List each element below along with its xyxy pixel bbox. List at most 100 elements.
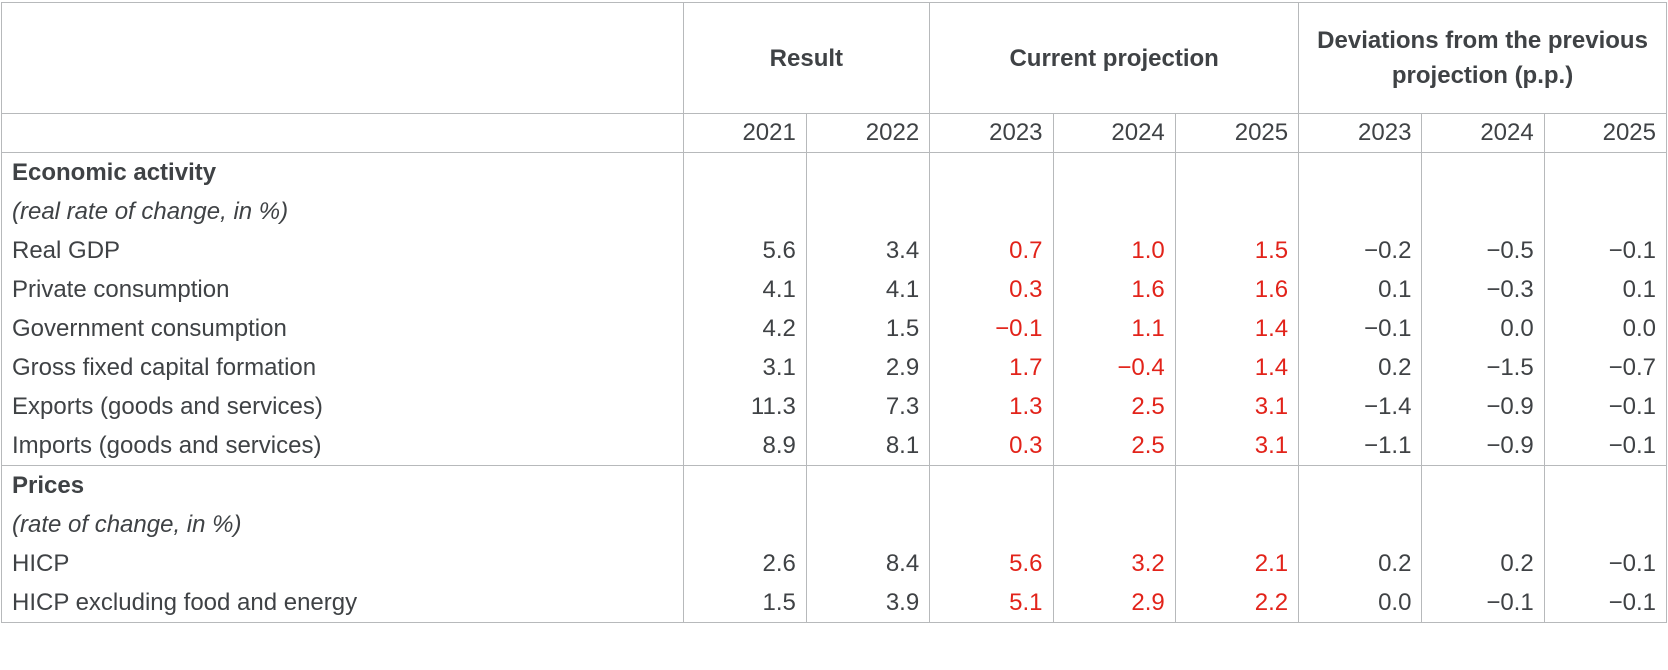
row-label: Imports (goods and services) [1,426,684,466]
empty-cell [1543,465,1668,505]
table-body: Economic activity (real rate of change, i… [1,152,1668,623]
value-cell: 0.2 [1298,348,1423,387]
empty-cell [1052,465,1176,505]
value-cell: −0.5 [1421,231,1545,270]
section-subtitle: (real rate of change, in %) [1,192,684,231]
empty-cell [1421,465,1545,505]
value-cell: 1.4 [1174,309,1300,348]
year-header: 2022 [805,113,931,153]
table-row: HICP excluding food and energy 1.5 3.9 5.1 2… [1,583,1668,623]
empty-cell [1543,152,1668,192]
value-cell: 5.1 [929,583,1054,623]
value-cell: −1.5 [1421,348,1545,387]
value-cell: 4.1 [805,270,931,309]
value-cell: 2.1 [1174,544,1300,583]
value-cell: 8.1 [805,426,931,466]
value-cell: −0.7 [1543,348,1668,387]
value-cell: 11.3 [682,387,807,426]
empty-cell [1298,465,1423,505]
section-subtitle-row: (real rate of change, in %) [1,192,1668,231]
table-row: HICP 2.6 8.4 5.6 3.2 2.1 0.2 0.2 −0.1 [1,544,1668,583]
value-cell: 0.3 [929,426,1054,466]
table-row: Private consumption 4.1 4.1 0.3 1.6 1.6 0.1 −0.… [1,270,1668,309]
value-cell: −0.9 [1421,426,1545,466]
projection-table: Result Current projection Deviations fro… [1,2,1668,623]
value-cell: 5.6 [682,231,807,270]
value-cell: 1.6 [1052,270,1176,309]
empty-cell [1543,192,1668,231]
value-cell: 1.5 [682,583,807,623]
empty-cell [682,465,807,505]
value-cell: 3.1 [1174,426,1300,466]
value-cell: −0.3 [1421,270,1545,309]
value-cell: 8.9 [682,426,807,466]
value-cell: 1.5 [805,309,931,348]
section-subtitle-row: (rate of change, in %) [1,505,1668,544]
header-year-blank [1,113,684,153]
empty-cell [929,152,1054,192]
value-cell: 0.2 [1298,544,1423,583]
value-cell: 7.3 [805,387,931,426]
year-header: 2021 [682,113,807,153]
value-cell: 0.0 [1298,583,1423,623]
value-cell: 2.2 [1174,583,1300,623]
value-cell: 1.5 [1174,231,1300,270]
value-cell: 3.2 [1052,544,1176,583]
empty-cell [1298,192,1423,231]
empty-cell [1174,505,1300,544]
empty-cell [929,505,1054,544]
year-header: 2024 [1052,113,1176,153]
value-cell: 1.6 [1174,270,1300,309]
row-label: HICP [1,544,684,583]
header-row-years: 2021 2022 2023 2024 2025 2023 2024 2025 [1,113,1668,153]
empty-cell [1421,192,1545,231]
empty-cell [1052,192,1176,231]
row-label: Real GDP [1,231,684,270]
value-cell: 2.5 [1052,426,1176,466]
value-cell: 0.7 [929,231,1054,270]
value-cell: 5.6 [929,544,1054,583]
empty-cell [805,465,931,505]
empty-cell [805,192,931,231]
empty-cell [1052,505,1176,544]
section-title: Economic activity [1,152,684,192]
empty-cell [805,152,931,192]
empty-cell [929,192,1054,231]
value-cell: −0.1 [1543,387,1668,426]
value-cell: −0.1 [1543,544,1668,583]
value-cell: 4.2 [682,309,807,348]
empty-cell [1298,152,1423,192]
table-row: Government consumption 4.2 1.5 −0.1 1.1 1.4 −0… [1,309,1668,348]
value-cell: 0.3 [929,270,1054,309]
empty-cell [1298,505,1423,544]
empty-cell [1174,465,1300,505]
empty-cell [1174,152,1300,192]
table-row: Real GDP 5.6 3.4 0.7 1.0 1.5 −0.2 −0.5 −0.1 [1,231,1668,270]
empty-cell [682,192,807,231]
section-title-row: Prices [1,465,1668,505]
row-label: Exports (goods and services) [1,387,684,426]
value-cell: 1.1 [1052,309,1176,348]
value-cell: −0.1 [1543,231,1668,270]
header-deviations: Deviations from the previous projection … [1298,2,1667,114]
value-cell: 1.3 [929,387,1054,426]
empty-cell [929,465,1054,505]
value-cell: 2.9 [805,348,931,387]
value-cell: −0.1 [1543,583,1668,623]
empty-cell [805,505,931,544]
section-title: Prices [1,465,684,505]
empty-cell [1421,152,1545,192]
value-cell: −1.4 [1298,387,1423,426]
year-header: 2023 [929,113,1054,153]
row-label: Private consumption [1,270,684,309]
value-cell: 0.0 [1543,309,1668,348]
value-cell: −1.1 [1298,426,1423,466]
empty-cell [682,505,807,544]
value-cell: 2.6 [682,544,807,583]
value-cell: −0.1 [1543,426,1668,466]
value-cell: 3.1 [682,348,807,387]
value-cell: 1.0 [1052,231,1176,270]
value-cell: −0.9 [1421,387,1545,426]
year-header: 2025 [1174,113,1300,153]
table-row: Imports (goods and services) 8.9 8.1 0.3 2.5… [1,426,1668,466]
